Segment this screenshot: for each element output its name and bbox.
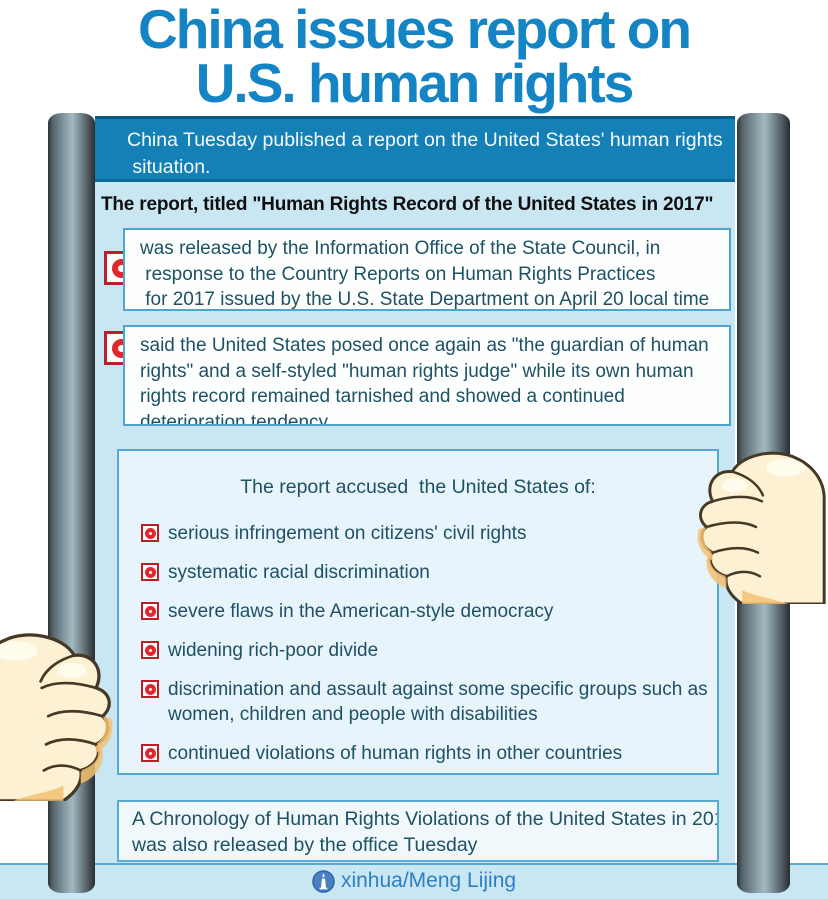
page-title-line1: China issues report on	[138, 0, 692, 60]
accusation-item: serious infringement on citizens' civil …	[141, 521, 701, 546]
accusation-text: severe flaws in the American-style democ…	[168, 601, 554, 622]
xinhua-emblem-icon	[312, 869, 335, 893]
accusation-item: discrimination and assault against some …	[141, 677, 708, 727]
page-title: China issues report on U.S. human rights	[0, 0, 828, 114]
intro-box: China Tuesday published a report on the …	[95, 116, 735, 182]
chronology-box: A Chronology of Human Rights Violations …	[117, 800, 719, 862]
credit-text: xinhua/Meng Lijing	[340, 869, 517, 892]
bullseye-target-icon	[141, 524, 159, 542]
accusations-box: The report accused the United States of:…	[117, 449, 719, 775]
gripping-fist-right-icon	[688, 446, 828, 609]
bullseye-target-icon	[141, 602, 159, 620]
bullseye-ring	[144, 527, 156, 539]
accusation-text: continued violations of human rights in …	[168, 743, 623, 764]
bullseye-ring	[144, 683, 156, 695]
accusation-text: systematic racial discrimination	[168, 562, 430, 583]
footer-strip	[0, 863, 828, 899]
accusation-text: serious infringement on citizens' civil …	[168, 523, 527, 544]
accusations-list: serious infringement on citizens' civil …	[119, 521, 717, 766]
accusation-text: widening rich-poor divide	[168, 640, 379, 661]
report-point-box-1: was released by the Information Office o…	[123, 228, 731, 311]
accusation-item: widening rich-poor divide	[141, 638, 701, 663]
bullseye-target-icon	[141, 744, 159, 762]
accusations-heading: The report accused the United States of:	[240, 476, 596, 498]
bullseye-target-icon	[141, 641, 159, 659]
bullseye-target-icon	[141, 563, 159, 581]
accusation-item: continued violations of human rights in …	[141, 741, 701, 766]
bullseye-ring	[144, 605, 156, 617]
page-title-line2: U.S. human rights	[195, 52, 635, 114]
accusation-item: systematic racial discrimination	[141, 560, 701, 585]
bullseye-ring	[144, 644, 156, 656]
report-point-box-2: said the United States posed once again …	[123, 325, 731, 426]
bullseye-ring	[144, 747, 156, 759]
report-title-heading: The report, titled "Human Rights Record …	[101, 194, 714, 215]
gripping-fist-left-icon	[0, 627, 122, 806]
credit-line: xinhua/Meng Lijing	[0, 867, 828, 895]
accusation-item: severe flaws in the American-style democ…	[141, 599, 701, 624]
accusation-text: discrimination and assault against some …	[168, 679, 708, 725]
bullseye-ring	[144, 566, 156, 578]
bullseye-target-icon	[141, 680, 159, 698]
